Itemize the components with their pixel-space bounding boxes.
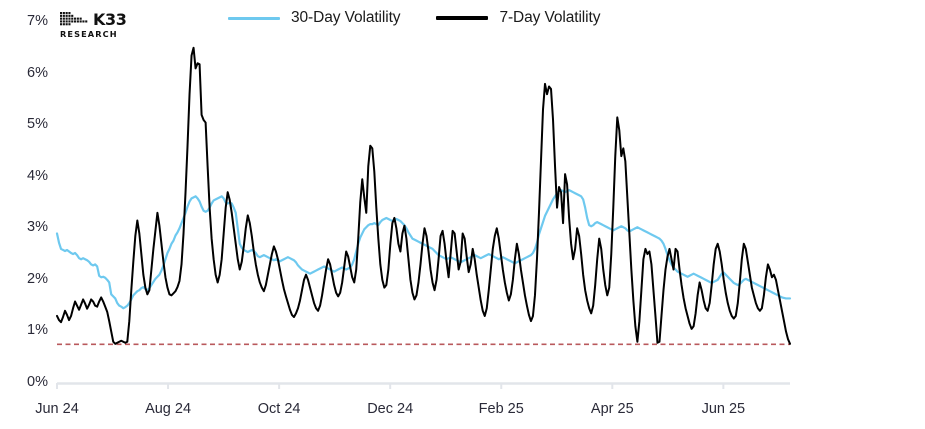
y-tick-label: 1% [27, 322, 48, 339]
legend-item-30day[interactable]: 30-Day Volatility [228, 9, 401, 27]
legend-swatch-7day [436, 16, 489, 20]
y-tick-label: 5% [27, 116, 48, 133]
logo-top-row: K33 [60, 11, 156, 28]
y-tick-label: 3% [27, 219, 48, 236]
k33-research-logo: K33 RESEARCH [60, 11, 156, 41]
y-tick-label: 2% [27, 270, 48, 287]
series-line-30day [55, 189, 792, 310]
x-tick-label: Oct 24 [257, 401, 301, 417]
x-axis-ticks [56, 383, 725, 389]
y-tick-label: 7% [27, 13, 48, 29]
legend-label-30day: 30-Day Volatility [291, 9, 401, 26]
logo-subtitle: RESEARCH [60, 29, 118, 39]
y-tick-label: 0% [27, 374, 48, 390]
y-axis: 0% 1% 2% 3% 4% 5% 6% 7% [0, 0, 48, 429]
legend-item-7day[interactable]: 7-Day Volatility [436, 9, 600, 27]
axis-baseline-group [56, 382, 790, 389]
x-tick-label: Jun 25 [701, 401, 746, 417]
logo-wordmark: K33 [93, 9, 127, 29]
x-tick-label: Feb 25 [478, 401, 524, 417]
x-tick-label: Jun 24 [35, 401, 79, 417]
k33-dot-matrix-icon [60, 12, 88, 26]
series-line-7day [56, 46, 791, 345]
x-tick-label: Aug 24 [145, 401, 192, 417]
x-tick-label: Dec 24 [367, 401, 414, 417]
y-tick-label: 6% [27, 64, 48, 81]
legend-label-7day: 7-Day Volatility [499, 9, 601, 26]
legend-swatch-30day [228, 16, 280, 20]
chart-legend: 30-Day Volatility 7-Day Volatility [228, 9, 600, 27]
x-tick-label: Apr 25 [590, 401, 634, 417]
y-tick-label: 4% [27, 167, 48, 184]
